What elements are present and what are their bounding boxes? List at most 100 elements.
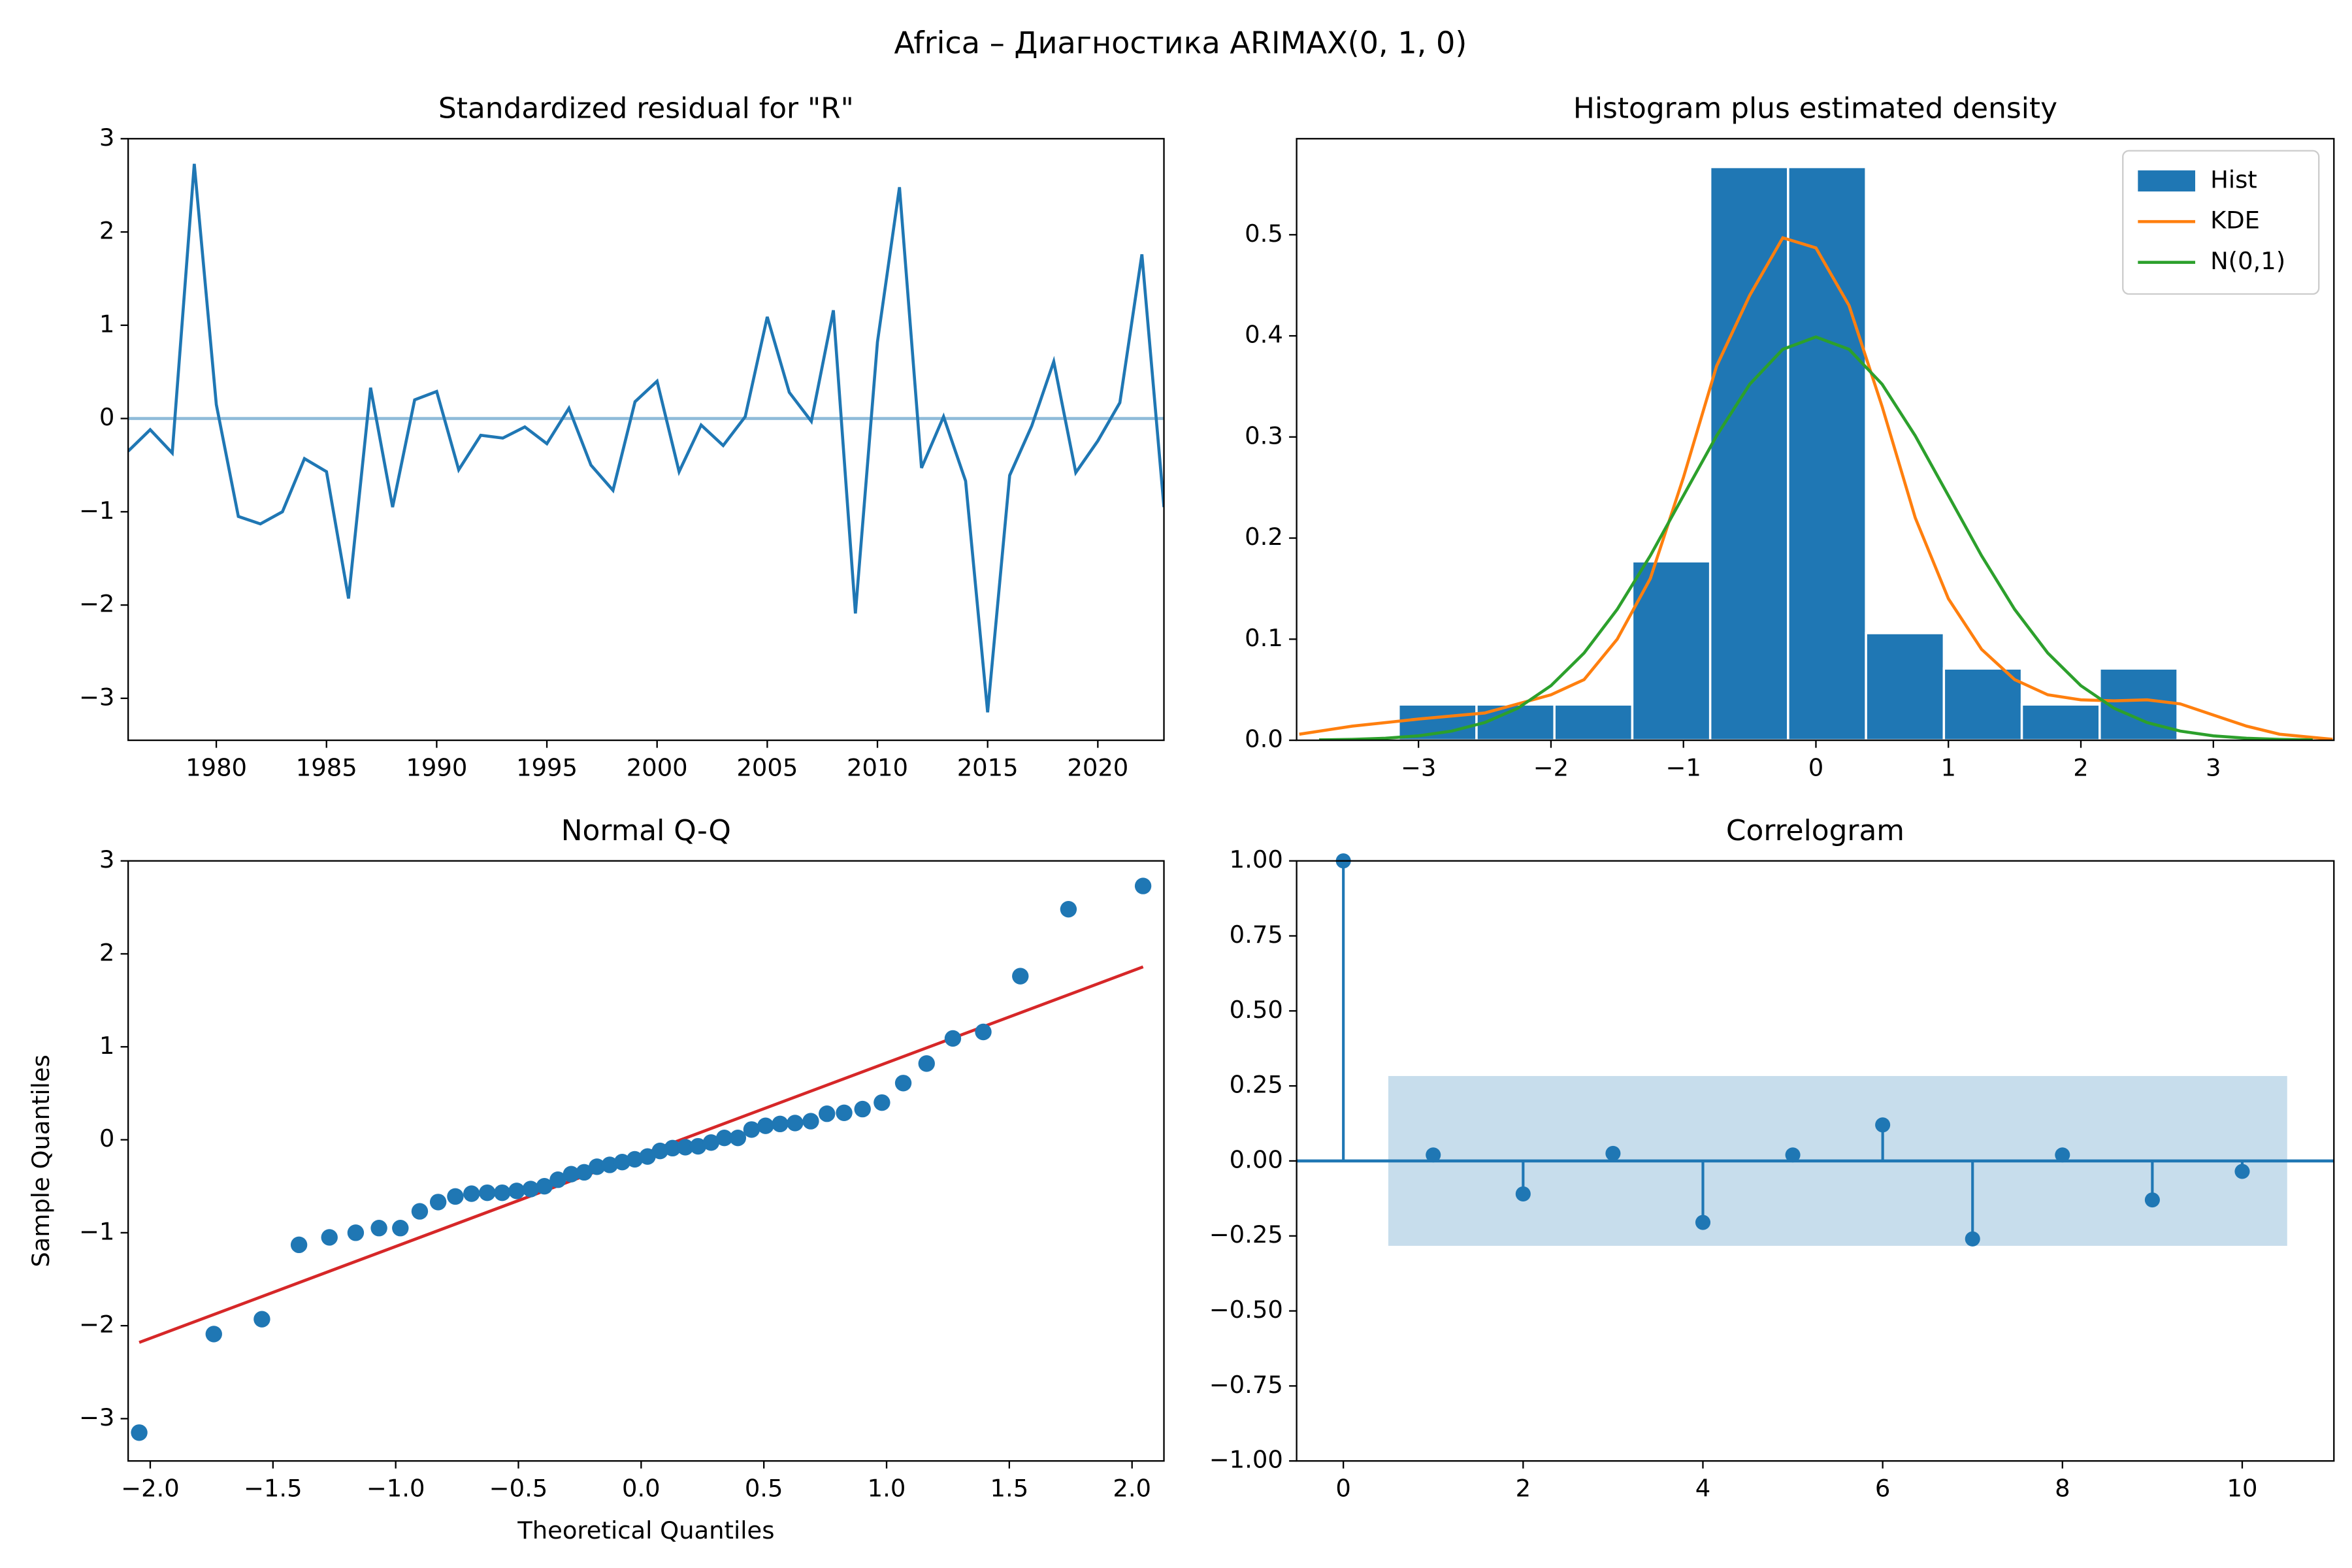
x-axis-label: Theoretical Quantiles bbox=[517, 1516, 774, 1544]
qq-point bbox=[601, 1156, 618, 1173]
stem-marker bbox=[1515, 1186, 1531, 1201]
qq-point bbox=[290, 1236, 308, 1254]
x-tick-label: 2.0 bbox=[1113, 1475, 1151, 1503]
x-tick-label: 10 bbox=[2227, 1475, 2257, 1503]
qq-point bbox=[392, 1220, 409, 1237]
hist-bar bbox=[2099, 667, 2179, 741]
y-tick-label: 0.0 bbox=[1245, 725, 1283, 753]
stem-marker bbox=[2144, 1192, 2160, 1208]
x-tick-label: 0 bbox=[1335, 1475, 1350, 1503]
qq-point bbox=[411, 1203, 429, 1220]
qq-point bbox=[347, 1224, 365, 1241]
qq-point bbox=[894, 1075, 912, 1092]
y-tick-label: −3 bbox=[79, 683, 114, 711]
y-tick-label: −3 bbox=[79, 1403, 114, 1431]
y-tick-label: −2 bbox=[79, 590, 114, 618]
qq-point bbox=[715, 1130, 733, 1147]
x-tick-label: −1 bbox=[1666, 753, 1701, 781]
y-tick-label: 0.50 bbox=[1230, 996, 1283, 1024]
qq-point bbox=[253, 1311, 270, 1328]
qq-point bbox=[787, 1115, 804, 1132]
y-tick-label: 2 bbox=[99, 217, 114, 245]
stem-marker bbox=[1875, 1117, 1891, 1133]
hist-bar bbox=[1708, 165, 1789, 741]
stem-marker bbox=[1426, 1147, 1441, 1163]
y-tick-label: −0.50 bbox=[1209, 1296, 1283, 1324]
qq-point bbox=[370, 1220, 387, 1237]
qq-point bbox=[729, 1130, 747, 1147]
qq-point bbox=[664, 1139, 681, 1157]
qq-point bbox=[1060, 900, 1077, 918]
x-tick-label: 0 bbox=[1808, 753, 1823, 781]
legend-swatch bbox=[2138, 170, 2195, 192]
qq-point bbox=[549, 1171, 566, 1188]
qq-point bbox=[205, 1326, 222, 1343]
plot-area bbox=[128, 163, 1164, 713]
qq-point bbox=[918, 1055, 935, 1072]
qq-point bbox=[757, 1117, 774, 1134]
qq-point bbox=[131, 1424, 148, 1441]
legend-label: Hist bbox=[2210, 165, 2257, 193]
x-tick-label: 2010 bbox=[847, 753, 908, 781]
qq-point bbox=[639, 1148, 656, 1165]
y-tick-label: 2 bbox=[99, 938, 114, 966]
stem-marker bbox=[1965, 1231, 1980, 1247]
qq-point bbox=[321, 1229, 338, 1246]
y-tick-label: 1.00 bbox=[1230, 845, 1283, 874]
x-tick-label: 8 bbox=[2055, 1475, 2070, 1503]
qq-point bbox=[689, 1137, 707, 1155]
density-line bbox=[1299, 236, 2333, 741]
axes-frame bbox=[127, 860, 1165, 1462]
axes-title: Correlogram bbox=[1726, 814, 1904, 847]
axes-frame bbox=[1296, 138, 2335, 742]
qq-point bbox=[536, 1178, 553, 1195]
x-tick-label: −0.5 bbox=[489, 1475, 548, 1503]
axes-title: Histogram plus estimated density bbox=[1573, 91, 2057, 125]
qq-point bbox=[772, 1115, 789, 1133]
x-tick-label: 2015 bbox=[957, 753, 1019, 781]
x-tick-label: 1 bbox=[1941, 753, 1956, 781]
stem-marker bbox=[1785, 1147, 1801, 1163]
x-tick-label: −2 bbox=[1533, 753, 1569, 781]
qq-point bbox=[626, 1151, 644, 1168]
x-tick-label: 1.0 bbox=[868, 1475, 906, 1503]
x-tick-label: 0.0 bbox=[622, 1475, 661, 1503]
qq-point bbox=[975, 1023, 992, 1041]
y-tick-label: −2 bbox=[79, 1311, 114, 1339]
axes-frame bbox=[127, 138, 1165, 742]
hist-bar bbox=[2020, 703, 2101, 741]
qq-point bbox=[819, 1105, 836, 1122]
qq-point bbox=[508, 1183, 525, 1200]
x-tick-label: 2005 bbox=[736, 753, 798, 781]
x-tick-label: −2.0 bbox=[121, 1475, 180, 1503]
qq-point bbox=[494, 1184, 511, 1201]
stem-marker bbox=[1605, 1145, 1621, 1161]
y-tick-label: 0.25 bbox=[1230, 1071, 1283, 1099]
qq-point bbox=[651, 1142, 668, 1160]
x-tick-label: 2020 bbox=[1067, 753, 1128, 781]
y-tick-label: 0.4 bbox=[1245, 321, 1283, 349]
y-tick-label: −0.75 bbox=[1209, 1371, 1283, 1399]
y-tick-label: 0.00 bbox=[1230, 1145, 1283, 1173]
qq-point bbox=[613, 1154, 631, 1171]
qq-point bbox=[463, 1185, 480, 1202]
x-tick-label: 1980 bbox=[186, 753, 247, 781]
qq-point bbox=[743, 1121, 760, 1138]
qq-point bbox=[522, 1181, 539, 1198]
x-tick-label: −1.0 bbox=[367, 1475, 425, 1503]
qq-point bbox=[802, 1113, 819, 1130]
y-tick-label: −1 bbox=[79, 497, 114, 525]
qq-point bbox=[1134, 877, 1152, 894]
x-tick-label: −1.5 bbox=[244, 1475, 302, 1503]
qq-point bbox=[854, 1100, 871, 1118]
qq-point bbox=[874, 1094, 890, 1111]
y-tick-label: 0 bbox=[99, 403, 114, 431]
axes-title: Standardized residual for "R" bbox=[438, 91, 854, 125]
x-tick-label: 3 bbox=[2206, 753, 2221, 781]
qq-point bbox=[563, 1166, 580, 1183]
qq-point bbox=[677, 1139, 694, 1156]
y-tick-label: 0.3 bbox=[1245, 421, 1283, 449]
qq-point bbox=[589, 1158, 606, 1175]
